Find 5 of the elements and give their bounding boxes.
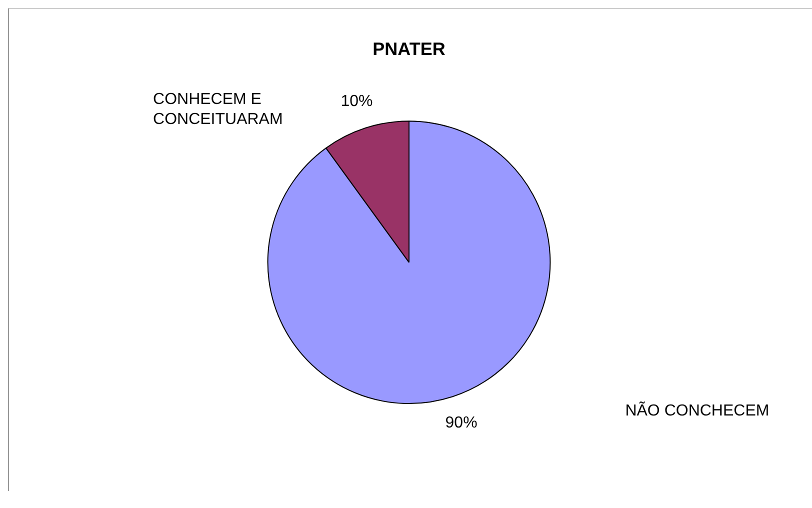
data-label: 10% [340, 92, 373, 110]
chart-title: PNATER [372, 38, 446, 59]
slice-label: CONHECEM E CONCEITUARAM [153, 90, 283, 128]
slice-label: NÃO CONCHECEM [625, 400, 770, 420]
data-label: 90% [445, 414, 478, 432]
